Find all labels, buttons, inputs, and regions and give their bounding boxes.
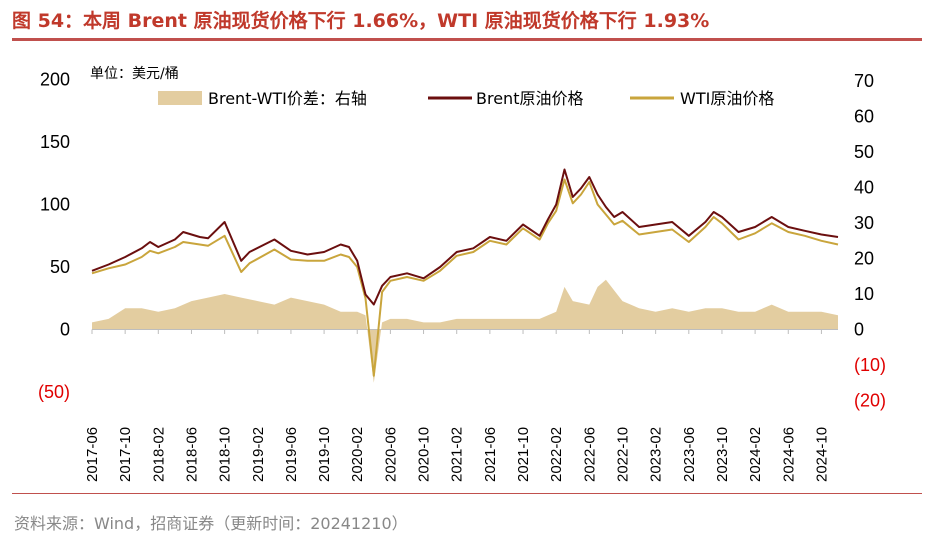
x-tick-label: 2019-10 [316, 427, 333, 482]
x-tick-label: 2021-10 [515, 427, 532, 482]
right-tick-label: 50 [854, 142, 874, 162]
legend: Brent-WTI价差：右轴 Brent原油价格 WTI原油价格 [158, 89, 774, 108]
x-tick-label: 2017-06 [84, 427, 101, 482]
unit-label: 单位：美元/桶 [90, 66, 179, 82]
right-tick-label: 60 [854, 107, 874, 127]
left-tick-label: (50) [38, 382, 70, 402]
x-tick-label: 2022-10 [614, 427, 631, 482]
title-rule [12, 38, 922, 41]
left-tick-label: 150 [40, 132, 70, 152]
x-tick-label: 2019-02 [250, 427, 267, 482]
x-tick-label: 2021-02 [449, 427, 466, 482]
right-tick-label: (10) [854, 355, 886, 375]
source-note: 资料来源：Wind，招商证券（更新时间：20241210） [14, 514, 408, 533]
x-tick-label: 2020-10 [416, 427, 433, 482]
figure-title: 图 54：本周 Brent 原油现货价格下行 1.66%，WTI 原油现货价格下… [12, 10, 710, 32]
spread-area [92, 279, 838, 383]
x-tick-label: 2017-10 [117, 427, 134, 482]
left-axis-ticks: (50) 0 50 100 150 200 [38, 70, 70, 403]
legend-swatch-spread [158, 91, 202, 105]
x-tick-label: 2018-06 [183, 427, 200, 482]
right-tick-label: 30 [854, 213, 874, 233]
x-tick-label: 2018-10 [217, 427, 234, 482]
left-tick-label: 0 [60, 320, 70, 340]
x-tick-label: 2021-06 [482, 427, 499, 482]
x-tick-label: 2020-06 [382, 427, 399, 482]
right-tick-label: 70 [854, 71, 874, 91]
left-tick-label: 100 [40, 195, 70, 215]
footer-rule [12, 493, 922, 494]
x-axis-ticks: 2017-06 2017-10 2018-02 2018-06 2018-10 2019-… [84, 329, 830, 482]
x-tick-label: 2024-10 [813, 427, 830, 482]
right-tick-label: 20 [854, 249, 874, 269]
x-tick-label: 2024-06 [780, 427, 797, 482]
right-tick-label: 0 [854, 320, 864, 340]
right-axis-ticks: (20) (10) 0 10 20 30 40 50 60 70 [854, 71, 886, 411]
x-tick-label: 2022-02 [548, 427, 565, 482]
left-tick-label: 200 [40, 70, 70, 90]
x-tick-label: 2020-02 [349, 427, 366, 482]
unit-label-group: 单位：美元/桶 [90, 66, 179, 82]
price-lines-group [91, 168, 839, 377]
x-tick-label: 2024-02 [747, 427, 764, 482]
x-tick-label: 2022-06 [581, 427, 598, 482]
legend-label-brent: Brent原油价格 [476, 89, 583, 108]
left-tick-label: 50 [50, 257, 70, 277]
brent-line [91, 168, 839, 306]
x-tick-label: 2023-02 [648, 427, 665, 482]
right-tick-label: (20) [854, 391, 886, 411]
x-tick-label: 2023-06 [681, 427, 698, 482]
wti-line [91, 178, 839, 377]
x-tick-label: 2019-06 [283, 427, 300, 482]
legend-label-spread: Brent-WTI价差：右轴 [208, 89, 367, 108]
x-tick-label: 2018-02 [150, 427, 167, 482]
legend-label-wti: WTI原油价格 [680, 89, 774, 108]
right-tick-label: 40 [854, 178, 874, 198]
right-tick-label: 10 [854, 284, 874, 304]
spread-area-group [92, 279, 838, 383]
x-tick-label: 2023-10 [714, 427, 731, 482]
